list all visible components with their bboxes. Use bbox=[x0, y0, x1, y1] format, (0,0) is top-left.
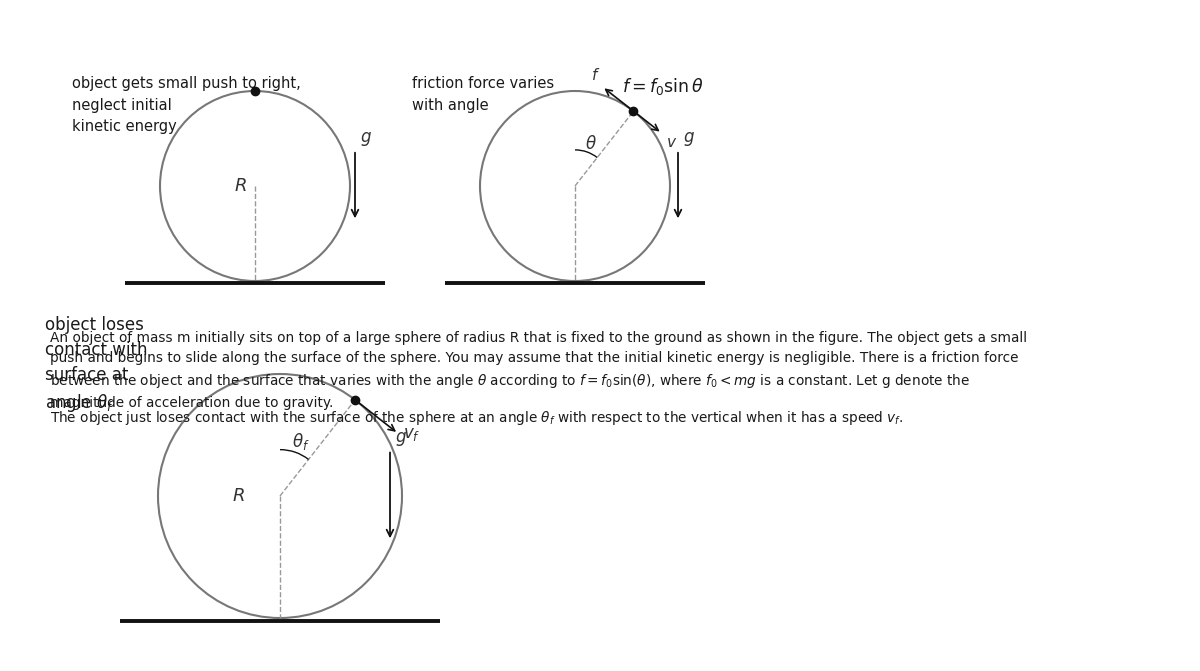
Text: object loses
contact with
surface at
angle $\theta_f$: object loses contact with surface at ang… bbox=[46, 316, 148, 414]
Text: $\theta_f$: $\theta_f$ bbox=[292, 431, 310, 452]
Text: $\theta$: $\theta$ bbox=[586, 135, 598, 153]
Text: $f = f_0\sin\theta$: $f = f_0\sin\theta$ bbox=[622, 76, 704, 97]
Text: $v$: $v$ bbox=[666, 136, 677, 150]
Text: $g$: $g$ bbox=[360, 130, 372, 148]
Text: $g$: $g$ bbox=[395, 429, 407, 448]
Text: An object of mass m initially sits on top of a large sphere of radius R that is : An object of mass m initially sits on to… bbox=[50, 331, 1027, 410]
Text: $R$: $R$ bbox=[233, 487, 245, 505]
Text: $f$: $f$ bbox=[590, 66, 600, 83]
Text: The object just loses contact with the surface of the sphere at an angle $\theta: The object just loses contact with the s… bbox=[50, 409, 904, 427]
Text: friction force varies
with angle: friction force varies with angle bbox=[412, 76, 554, 113]
Text: $v_f$: $v_f$ bbox=[403, 425, 421, 443]
Text: $g$: $g$ bbox=[683, 130, 695, 148]
Text: object gets small push to right,
neglect initial
kinetic energy: object gets small push to right, neglect… bbox=[72, 76, 301, 134]
Text: $R$: $R$ bbox=[234, 177, 247, 195]
